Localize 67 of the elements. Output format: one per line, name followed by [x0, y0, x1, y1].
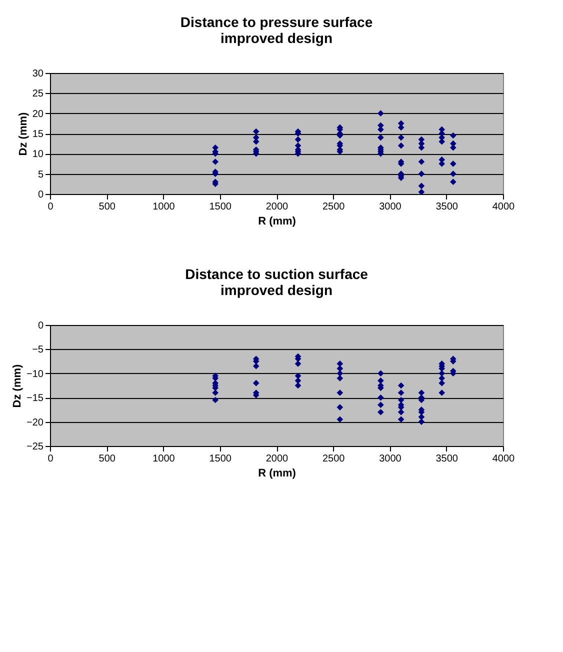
y-tick-label: 25	[32, 88, 44, 100]
y-tick-label: −15	[26, 393, 44, 404]
x-tick-label: 1000	[152, 202, 176, 212]
point	[212, 396, 219, 404]
x-tick-label: 2500	[322, 202, 346, 212]
x-tick-label: 500	[98, 202, 116, 212]
point	[378, 402, 384, 408]
chart-title: Distance to pressure surface improved design	[180, 14, 373, 46]
point	[294, 382, 302, 389]
point	[336, 404, 344, 410]
point	[398, 416, 404, 423]
x-tick-label: 500	[98, 454, 116, 464]
x-tick-label: 1500	[209, 202, 232, 212]
point	[398, 382, 404, 389]
x-tick-label: 3500	[436, 454, 458, 464]
point	[336, 416, 344, 423]
y-tick-label: 20	[32, 108, 44, 120]
point	[438, 380, 446, 386]
y-tick-label: −20	[26, 417, 44, 428]
point	[438, 390, 446, 396]
x-tick-label: 2500	[322, 454, 346, 464]
x-tick-label: 2000	[266, 454, 289, 464]
chart-title: Distance to suction surface improved design	[185, 266, 368, 298]
y-tick-label: 30	[32, 68, 44, 80]
y-tick-label: 0	[38, 190, 44, 200]
point	[336, 375, 344, 382]
point	[398, 396, 404, 404]
x-tick-label: 3000	[379, 454, 402, 464]
y-tick-label: 10	[32, 149, 44, 160]
point	[378, 370, 384, 377]
point	[418, 414, 425, 420]
point	[438, 375, 446, 382]
point	[438, 370, 446, 377]
y-axis-title: Dz (mm)	[12, 364, 24, 408]
x-tick-label: 4000	[492, 202, 516, 212]
y-tick-label: −10	[26, 368, 44, 380]
y-tick-label: 5	[38, 169, 44, 180]
x-tick-label: 1500	[209, 454, 232, 464]
point	[398, 408, 404, 416]
point	[336, 390, 344, 396]
x-tick-label: 3500	[436, 202, 458, 212]
x-axis-title: R (mm)	[258, 216, 296, 228]
x-tick-label: 1000	[152, 454, 176, 464]
point	[336, 370, 344, 377]
point	[336, 365, 344, 372]
point	[294, 360, 302, 367]
point	[378, 378, 384, 384]
x-tick-label: 2000	[266, 202, 289, 212]
point	[378, 408, 384, 416]
y-axis-title: Dz (mm)	[17, 112, 30, 156]
x-tick-label: 0	[48, 202, 54, 212]
point	[252, 362, 260, 370]
point	[336, 360, 344, 367]
y-tick-label: 15	[32, 129, 44, 140]
y-tick-label: −25	[26, 442, 44, 452]
x-tick-label: 0	[48, 454, 54, 464]
point	[398, 390, 404, 396]
x-tick-label: 3000	[379, 202, 402, 212]
y-tick-label: 0	[38, 320, 44, 332]
point	[418, 418, 425, 425]
point	[294, 378, 302, 384]
x-tick-label: 4000	[492, 454, 516, 464]
point	[252, 380, 260, 386]
point	[378, 394, 384, 401]
y-tick-label: −5	[32, 344, 44, 356]
point	[212, 390, 219, 396]
x-axis-title: R (mm)	[258, 468, 296, 480]
